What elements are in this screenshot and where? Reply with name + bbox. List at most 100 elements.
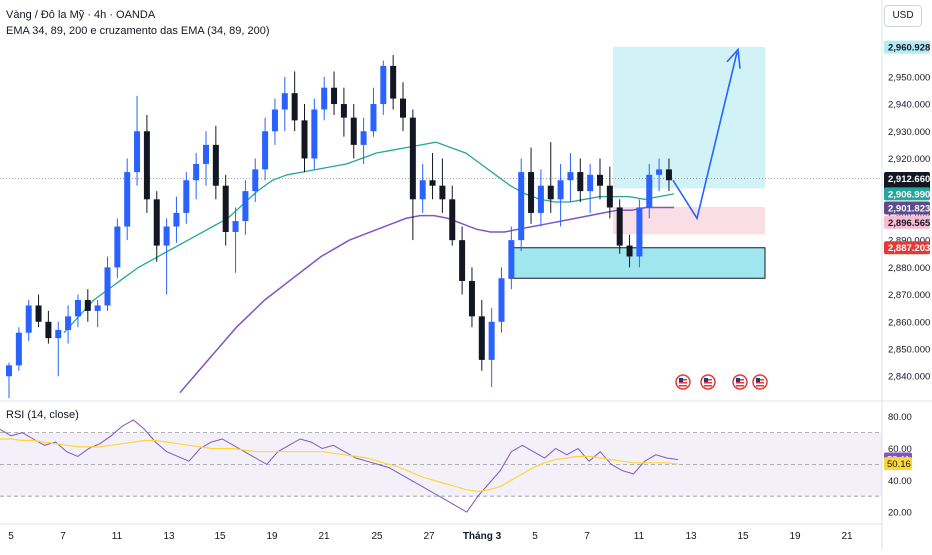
flag-canton xyxy=(756,378,760,382)
candle-body xyxy=(94,305,101,311)
us-flag-event-icon[interactable] xyxy=(752,374,768,390)
candle-body xyxy=(153,199,160,246)
candle-body xyxy=(439,185,446,200)
price-label-text: 2,960.928 xyxy=(888,43,930,54)
rsi-legend[interactable]: RSI (14, close) xyxy=(6,409,79,421)
us-flag-event-icon[interactable] xyxy=(732,374,748,390)
ema-34-line xyxy=(63,141,675,334)
flag-stripe xyxy=(679,385,687,387)
candle-body xyxy=(488,321,495,360)
time-tick-label: 5 xyxy=(532,531,538,542)
time-tick-label: 27 xyxy=(423,531,435,542)
ema-89-line xyxy=(179,206,674,394)
candle-body xyxy=(183,180,190,213)
candle-body xyxy=(340,104,347,118)
time-tick-label: 7 xyxy=(584,531,590,542)
us-flag-event-icon[interactable] xyxy=(700,374,716,390)
rsi-value-text: 50.16 xyxy=(887,459,911,470)
rsi-tick-label: 60.00 xyxy=(888,444,912,455)
price-tick-label: 2,940.000 xyxy=(888,100,930,111)
candle-body xyxy=(291,93,298,121)
candle-body xyxy=(616,207,623,246)
price-label-box xyxy=(884,40,930,54)
take-profit-zone xyxy=(613,46,765,189)
candle-body xyxy=(419,180,426,200)
candle-body xyxy=(173,212,180,227)
candle-body xyxy=(646,174,653,208)
candle-body xyxy=(528,172,535,213)
candle-body xyxy=(271,109,278,132)
candle-body xyxy=(370,104,377,132)
price-tick-label: 2,890.000 xyxy=(888,236,930,247)
candle-body xyxy=(547,185,554,200)
symbol-title[interactable]: Vàng / Đô la Mỹ · 4h · OANDA xyxy=(6,9,156,21)
candle-body xyxy=(55,329,62,339)
rsi-tick-label: 40.00 xyxy=(888,476,912,487)
price-label-box xyxy=(884,215,930,229)
time-tick-label: 19 xyxy=(789,531,801,542)
price-label-text: 2,906.990 xyxy=(888,189,930,200)
price-tick-label: 2,930.000 xyxy=(888,127,930,138)
candle-body xyxy=(400,98,406,118)
candle-body xyxy=(350,117,357,145)
candle-body xyxy=(134,131,141,173)
candle-body xyxy=(468,280,475,317)
candle-body xyxy=(143,131,150,200)
projection-arrow xyxy=(672,52,738,221)
candle-body xyxy=(124,172,131,227)
candle-body xyxy=(301,120,308,159)
time-tick-label: 13 xyxy=(163,531,175,542)
candle-body xyxy=(45,321,52,339)
price-tick-label: 2,920.000 xyxy=(888,154,930,165)
flag-canton xyxy=(704,378,708,382)
candle-body xyxy=(163,226,170,246)
candle-body xyxy=(242,191,249,222)
candle-body xyxy=(321,87,328,110)
candle-body xyxy=(232,221,239,232)
candle-body xyxy=(262,131,269,170)
currency-button[interactable]: USD xyxy=(884,5,922,27)
time-tick-label: 25 xyxy=(371,531,383,542)
candle-body xyxy=(360,131,367,145)
flag-stripe xyxy=(756,385,764,387)
flag-stripe xyxy=(704,385,712,387)
candle-body xyxy=(429,180,436,186)
time-tick-label: 11 xyxy=(112,531,123,542)
candle-body xyxy=(587,174,594,192)
arrow-head-icon xyxy=(726,47,741,69)
candle-body xyxy=(212,144,219,186)
candle-body xyxy=(449,199,456,241)
time-tick-label: 21 xyxy=(841,531,853,542)
time-tick-label: 21 xyxy=(318,531,330,542)
time-tick-label: 11 xyxy=(634,531,645,542)
candle-body xyxy=(459,240,466,281)
candle-body xyxy=(331,87,338,105)
candle-body xyxy=(626,245,633,257)
flag-stripe xyxy=(736,385,744,387)
flag-canton xyxy=(736,378,740,382)
candle-body xyxy=(409,117,416,200)
candle-body xyxy=(203,144,209,164)
price-tick-label: 2,860.000 xyxy=(888,317,930,328)
flag-stripe xyxy=(704,382,712,384)
candle-body xyxy=(281,93,288,110)
price-label-text: 2,912.660 xyxy=(888,174,930,185)
indicator-legend[interactable]: EMA 34, 89, 200 e cruzamento das EMA (34… xyxy=(6,25,270,37)
candle-body xyxy=(665,169,672,181)
candle-body xyxy=(74,300,81,317)
rsi-value-box xyxy=(884,457,912,471)
us-flag-event-icon[interactable] xyxy=(675,374,691,390)
candle-body xyxy=(65,316,72,330)
time-tick-label: 19 xyxy=(266,531,278,542)
candle-body xyxy=(577,172,584,192)
candle-body xyxy=(222,185,229,232)
candle-body xyxy=(35,305,42,322)
candle-body xyxy=(606,185,613,208)
time-tick-label: 5 xyxy=(8,531,14,542)
price-tick-label: 2,850.000 xyxy=(888,345,930,356)
price-label-text: 2,887.203 xyxy=(888,243,930,254)
time-tick-label: 7 xyxy=(60,531,66,542)
